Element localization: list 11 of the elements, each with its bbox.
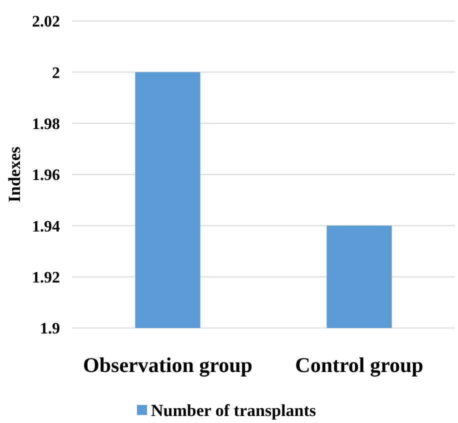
x-tick-label: Control group [295,353,424,377]
y-tick-label: 1.92 [32,269,60,286]
y-tick-label: 1.94 [32,218,60,236]
y-axis-title: Indexes [5,146,24,202]
x-tick-label: Observation group [83,353,252,377]
y-tick-label: 2.02 [32,14,60,31]
y-tick-label: 1.9 [40,320,60,338]
legend-label: Number of transplants [151,400,316,420]
y-tick-label: 2 [52,64,60,82]
y-tick-label: 1.96 [32,167,60,184]
y-tick-label: 1.98 [32,116,60,133]
